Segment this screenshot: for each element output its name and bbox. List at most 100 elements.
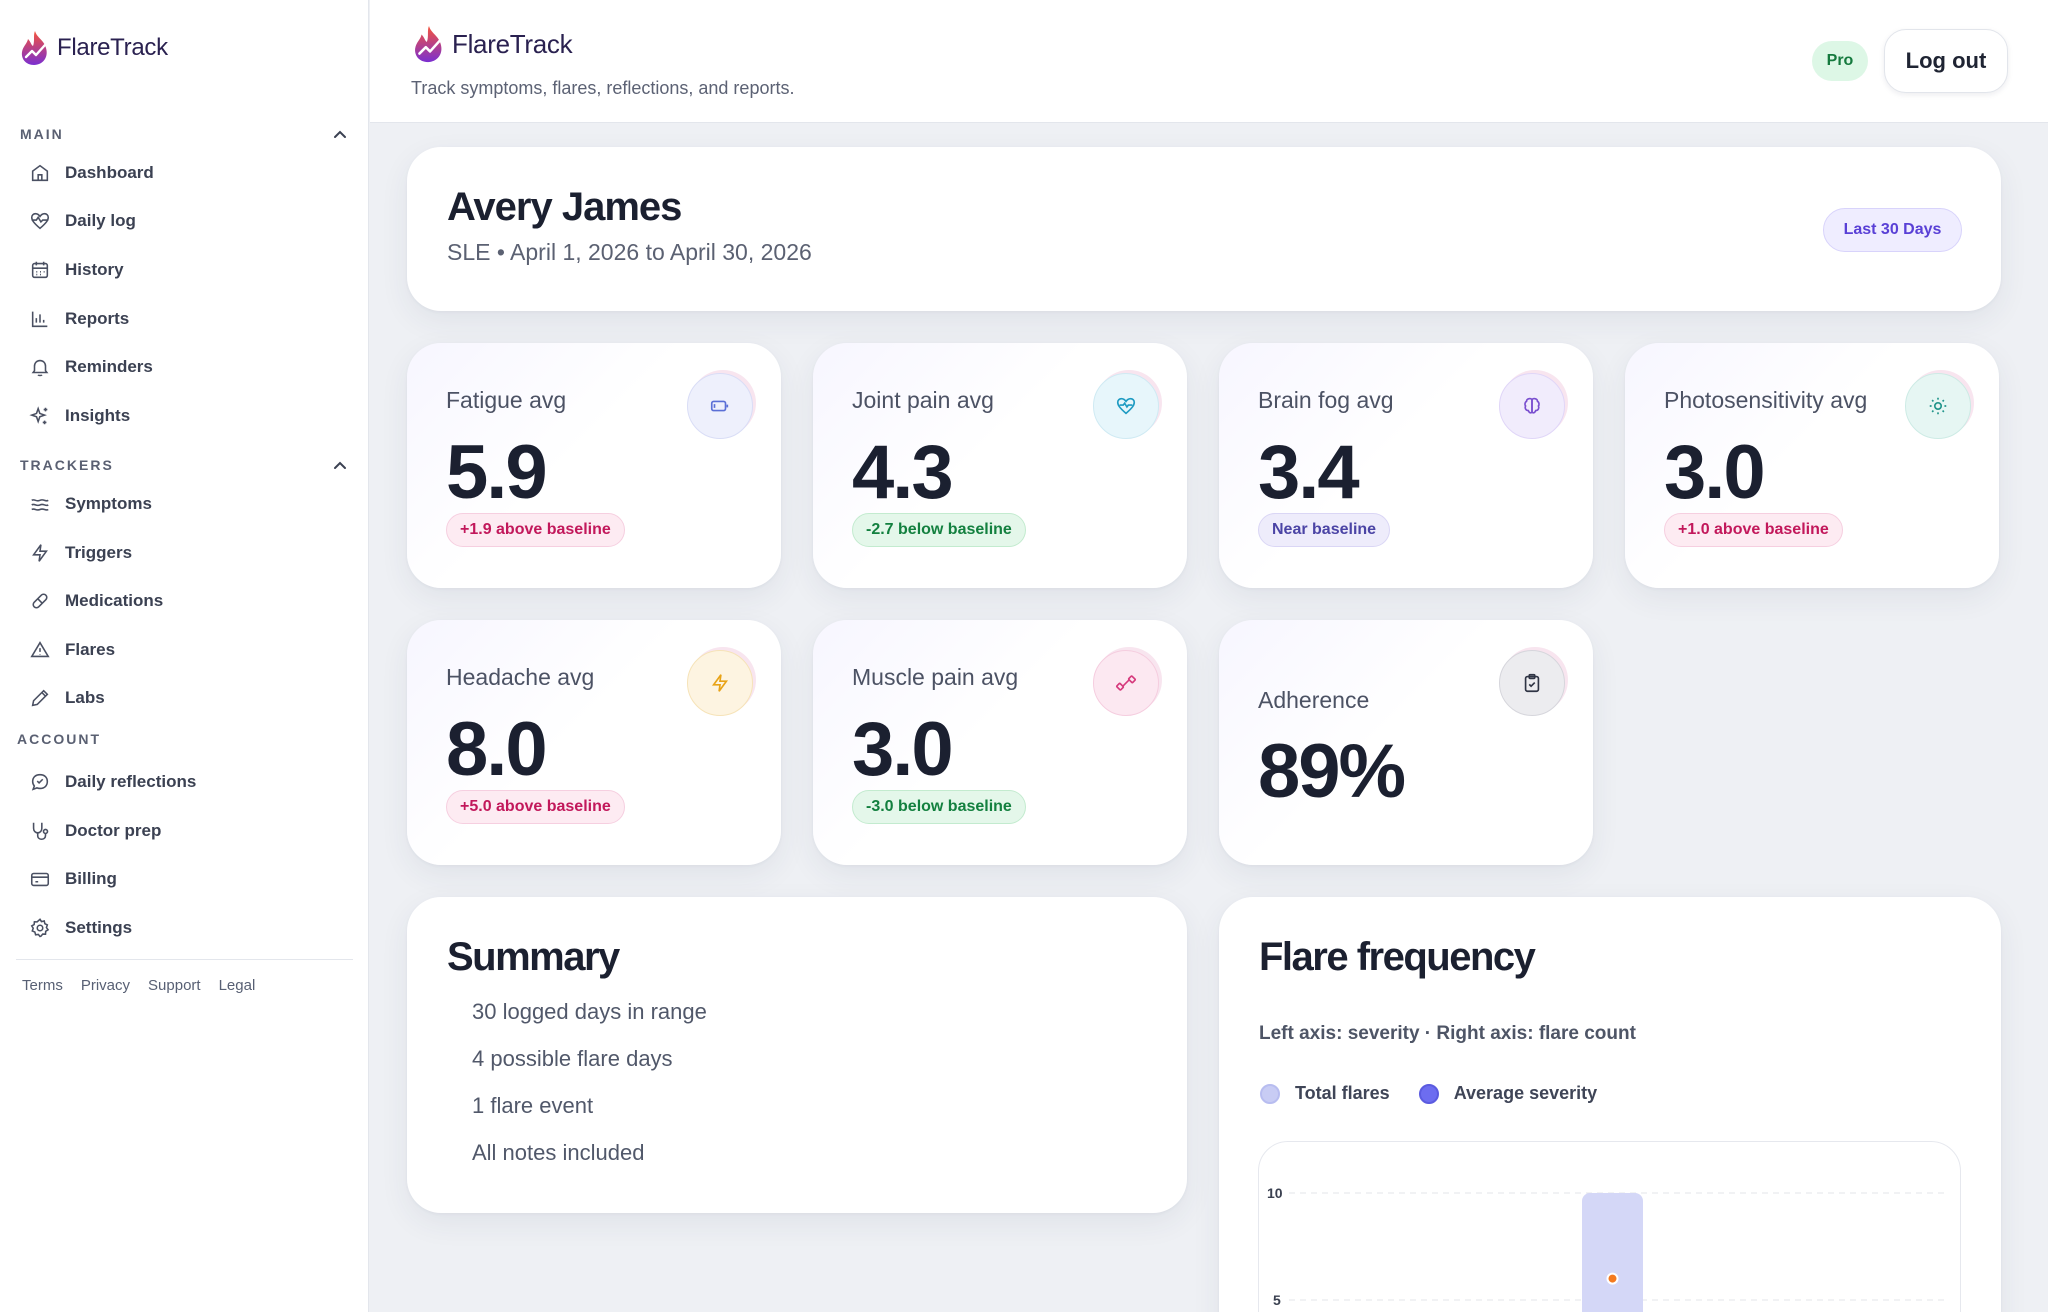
metric-label: Brain fog avg — [1258, 387, 1394, 413]
nav-label: Daily log — [65, 211, 136, 230]
nav-item-labs[interactable]: Labs — [29, 683, 105, 713]
baseline-badge: +5.0 above baseline — [446, 790, 625, 824]
nav-item-flares[interactable]: Flares — [29, 635, 115, 665]
section-trackers-header[interactable]: TRACKERS — [20, 455, 350, 475]
nav-item-symptoms[interactable]: Symptoms — [29, 489, 152, 519]
legend-dot — [1418, 1083, 1439, 1104]
calendar-icon — [31, 261, 49, 279]
metric-value: 4.3 — [852, 430, 954, 515]
nav-item-doctor-prep[interactable]: Doctor prep — [29, 816, 161, 846]
summary-item: 1 flare event — [472, 1093, 594, 1118]
nav-item-dashboard[interactable]: Dashboard — [29, 158, 154, 188]
nav-label: Reports — [65, 309, 130, 328]
flare-frequency-title: Flare frequency — [1259, 935, 1536, 979]
top-header: FlareTrack Track symptoms, flares, refle… — [370, 0, 2048, 123]
nav-label: Labs — [65, 688, 105, 707]
footer-link-terms[interactable]: Terms — [22, 977, 63, 994]
sidebar: FlareTrack MAIN Dashboard Daily log Hist… — [0, 0, 369, 1312]
nav-label: Insights — [65, 406, 131, 425]
flame-logo-icon — [415, 25, 442, 63]
plan-badge: Pro — [1812, 41, 1868, 81]
metric-value: 8.0 — [446, 707, 548, 792]
metric-value: 5.9 — [446, 430, 548, 515]
metric-label: Muscle pain avg — [852, 664, 1019, 690]
bar-chart-icon — [31, 311, 48, 328]
legend-item-total-flares[interactable]: Total flares — [1260, 1083, 1390, 1104]
sidebar-divider — [16, 959, 353, 960]
nav-item-daily-reflections[interactable]: Daily reflections — [29, 767, 196, 797]
battery-icon — [687, 373, 753, 439]
metric-value: 3.0 — [1664, 430, 1766, 515]
brain-icon — [1499, 373, 1565, 439]
footer-link-legal[interactable]: Legal — [218, 977, 256, 994]
header-brand[interactable]: FlareTrack — [412, 24, 573, 64]
chevron-up-icon[interactable] — [330, 455, 350, 475]
nav-item-medications[interactable]: Medications — [29, 586, 163, 616]
brand-name: FlareTrack — [452, 28, 573, 59]
point-average-severity — [1606, 1272, 1619, 1285]
y-tick-label-5: 5 — [1273, 1292, 1281, 1308]
legend-label: Total flares — [1295, 1083, 1390, 1103]
legend-item-average-severity[interactable]: Average severity — [1418, 1083, 1598, 1104]
gear-icon — [30, 918, 50, 938]
profile-card: Avery James SLE • April 1, 2026 to April… — [407, 147, 2001, 311]
nav-item-daily-log[interactable]: Daily log — [29, 206, 136, 236]
brand-name: FlareTrack — [57, 34, 168, 61]
metric-card-fatigue: Fatigue avg 5.9 +1.9 above baseline — [407, 343, 781, 588]
footer-link-privacy[interactable]: Privacy — [80, 977, 131, 994]
warning-triangle-icon — [30, 641, 50, 658]
lightning-icon — [32, 544, 48, 562]
metric-label: Adherence — [1258, 687, 1370, 713]
legend-label: Average severity — [1453, 1083, 1598, 1103]
baseline-badge: +1.9 above baseline — [446, 513, 625, 547]
waves-icon — [31, 499, 49, 511]
nav-item-settings[interactable]: Settings — [29, 913, 132, 943]
nav-item-reminders[interactable]: Reminders — [29, 352, 153, 382]
section-account-title: ACCOUNT — [17, 731, 101, 747]
heart-pulse-icon — [30, 212, 50, 230]
patient-meta: SLE • April 1, 2026 to April 30, 2026 — [447, 239, 812, 265]
chevron-up-icon[interactable] — [330, 124, 350, 144]
nav-label: History — [65, 260, 124, 279]
flare-frequency-chart: 10 5 — [1267, 1185, 1949, 1312]
nav-item-triggers[interactable]: Triggers — [29, 538, 132, 568]
metric-label: Photosensitivity avg — [1664, 387, 1868, 413]
section-main-header[interactable]: MAIN — [20, 124, 350, 144]
app-tagline: Track symptoms, flares, reflections, and… — [411, 78, 795, 98]
flame-logo-icon — [21, 31, 47, 65]
metric-label: Headache avg — [446, 664, 595, 690]
nav-label: Medications — [65, 591, 164, 610]
summary-title: Summary — [447, 935, 620, 979]
flare-frequency-subtitle: Left axis: severity · Right axis: flare … — [1259, 1023, 1636, 1044]
home-icon — [31, 164, 49, 182]
footer-link-support[interactable]: Support — [148, 977, 201, 994]
nav-item-insights[interactable]: Insights — [29, 401, 130, 431]
summary-item: 30 logged days in range — [472, 999, 707, 1024]
chat-bubble-icon — [31, 773, 49, 791]
metric-value: 3.0 — [852, 707, 954, 792]
stethoscope-icon — [32, 822, 49, 841]
metric-label: Joint pain avg — [852, 387, 994, 413]
sidebar-brand[interactable]: FlareTrack — [19, 30, 168, 66]
date-range-badge[interactable]: Last 30 Days — [1823, 208, 1962, 252]
nav-label: Flares — [65, 640, 116, 659]
metric-card-headache: Headache avg 8.0 +5.0 above baseline — [407, 620, 781, 865]
metric-card-brain-fog: Brain fog avg 3.4 Near baseline — [1219, 343, 1593, 588]
summary-card: Summary 30 logged days in range 4 possib… — [407, 897, 1187, 1213]
lightning-icon — [687, 650, 753, 716]
metric-value: 89% — [1258, 729, 1406, 814]
nav-item-history[interactable]: History — [29, 255, 124, 285]
logout-button[interactable]: Log out — [1884, 29, 2008, 93]
nav-item-reports[interactable]: Reports — [29, 304, 129, 334]
baseline-badge: -2.7 below baseline — [852, 513, 1026, 547]
baseline-badge: -3.0 below baseline — [852, 790, 1026, 824]
baseline-badge: +1.0 above baseline — [1664, 513, 1843, 547]
legend-dot — [1260, 1083, 1280, 1104]
chart-legend: Total flares Average severity — [1260, 1083, 1626, 1104]
sun-icon — [1905, 373, 1971, 439]
nav-label: Daily reflections — [65, 772, 197, 791]
nav-label: Symptoms — [65, 494, 152, 513]
metric-value: 3.4 — [1258, 430, 1360, 515]
pill-icon — [32, 593, 48, 609]
nav-item-billing[interactable]: Billing — [29, 864, 117, 894]
